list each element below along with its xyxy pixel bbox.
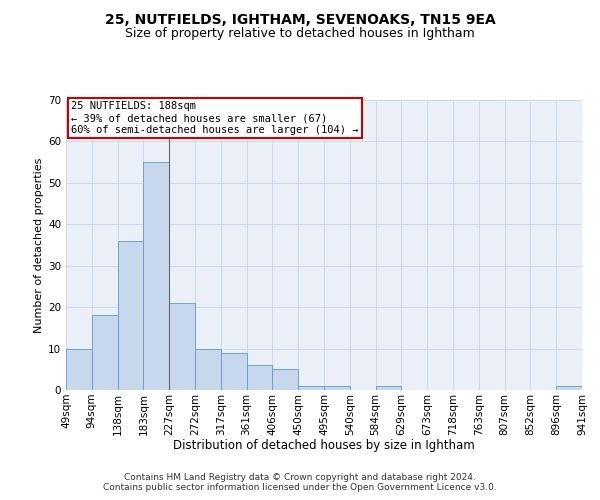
Bar xyxy=(143,162,169,390)
Y-axis label: Number of detached properties: Number of detached properties xyxy=(34,158,44,332)
Bar xyxy=(298,386,324,390)
Text: 25, NUTFIELDS, IGHTHAM, SEVENOAKS, TN15 9EA: 25, NUTFIELDS, IGHTHAM, SEVENOAKS, TN15 … xyxy=(104,12,496,26)
Bar xyxy=(247,365,272,390)
Bar xyxy=(66,348,92,390)
Bar xyxy=(376,386,401,390)
Bar xyxy=(221,352,247,390)
Bar xyxy=(324,386,350,390)
Text: 25 NUTFIELDS: 188sqm
← 39% of detached houses are smaller (67)
60% of semi-detac: 25 NUTFIELDS: 188sqm ← 39% of detached h… xyxy=(71,102,359,134)
Bar xyxy=(195,348,221,390)
Text: Contains HM Land Registry data © Crown copyright and database right 2024.
Contai: Contains HM Land Registry data © Crown c… xyxy=(103,473,497,492)
Bar xyxy=(169,303,195,390)
Text: Size of property relative to detached houses in Ightham: Size of property relative to detached ho… xyxy=(125,28,475,40)
Bar xyxy=(272,370,298,390)
Bar xyxy=(556,386,582,390)
X-axis label: Distribution of detached houses by size in Ightham: Distribution of detached houses by size … xyxy=(173,439,475,452)
Bar xyxy=(92,316,118,390)
Bar xyxy=(118,241,143,390)
